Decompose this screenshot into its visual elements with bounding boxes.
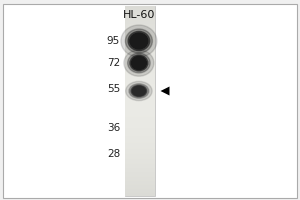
Polygon shape <box>160 86 169 95</box>
Ellipse shape <box>124 50 154 76</box>
Ellipse shape <box>128 31 150 51</box>
Ellipse shape <box>131 85 147 97</box>
Text: 72: 72 <box>107 58 120 68</box>
Ellipse shape <box>129 84 149 98</box>
Ellipse shape <box>130 33 148 49</box>
Text: 95: 95 <box>107 36 120 46</box>
Ellipse shape <box>130 55 148 71</box>
Ellipse shape <box>132 86 146 96</box>
Ellipse shape <box>131 56 146 70</box>
Text: 36: 36 <box>107 123 120 133</box>
Ellipse shape <box>121 25 157 57</box>
Ellipse shape <box>128 53 150 73</box>
Ellipse shape <box>125 29 152 53</box>
Text: 28: 28 <box>107 149 120 159</box>
Ellipse shape <box>126 81 152 101</box>
Bar <box>124 6 154 196</box>
Text: 55: 55 <box>107 84 120 94</box>
Text: HL-60: HL-60 <box>123 10 156 20</box>
